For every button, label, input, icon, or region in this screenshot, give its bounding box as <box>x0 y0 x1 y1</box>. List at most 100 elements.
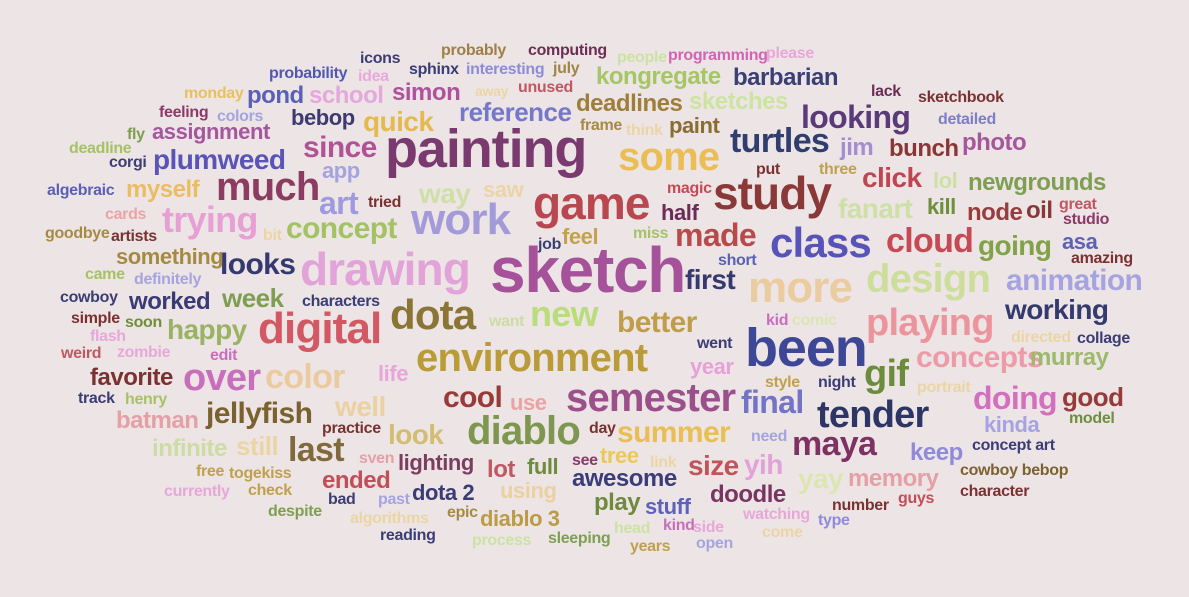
cloud-word: link <box>650 454 677 471</box>
cloud-word: tree <box>600 443 639 468</box>
cloud-word: node <box>967 199 1023 226</box>
cloud-word: new <box>530 293 599 334</box>
cloud-word: kinda <box>984 412 1040 437</box>
cloud-word: feeling <box>159 104 209 121</box>
cloud-word: dota <box>390 291 476 338</box>
cloud-word: epic <box>447 504 478 521</box>
cloud-word: watching <box>743 506 810 523</box>
cloud-word: corgi <box>109 154 147 171</box>
cloud-word: last <box>288 431 345 469</box>
cloud-word: past <box>378 491 410 508</box>
cloud-word: playing <box>866 302 994 344</box>
cloud-word: detailed <box>938 111 996 128</box>
cloud-word: year <box>690 354 734 379</box>
cloud-word: deadlines <box>576 90 683 117</box>
cloud-word: track <box>78 390 115 407</box>
cloud-word: using <box>500 478 557 503</box>
cloud-word: think <box>626 122 663 139</box>
cloud-word: over <box>183 357 261 399</box>
cloud-word: class <box>770 219 872 266</box>
cloud-word: sven <box>359 450 395 467</box>
cloud-word: cloud <box>886 222 974 260</box>
cloud-word: animation <box>1006 264 1143 297</box>
cloud-word: summer <box>617 416 731 449</box>
cloud-word: look <box>388 419 444 450</box>
cloud-word: edit <box>210 347 238 364</box>
cloud-word: assignment <box>152 119 270 144</box>
cloud-word: reading <box>380 527 436 544</box>
cloud-word: ended <box>322 467 391 494</box>
cloud-word: app <box>322 158 360 183</box>
cloud-word: algebraic <box>47 182 115 199</box>
cloud-word: kill <box>927 194 956 219</box>
cloud-word: batman <box>116 407 199 434</box>
cloud-word: head <box>614 520 651 537</box>
cloud-word: job <box>538 236 562 253</box>
cloud-word: definitely <box>134 271 202 288</box>
cloud-word: unused <box>518 79 573 96</box>
cloud-word: check <box>248 482 292 499</box>
cloud-word: myself <box>126 176 200 203</box>
cloud-word: plumweed <box>153 144 286 175</box>
cloud-word: environment <box>416 336 648 380</box>
cloud-word: jellyfish <box>206 397 313 430</box>
cloud-word: zombie <box>117 344 171 361</box>
cloud-word: need <box>751 428 788 445</box>
cloud-word: asa <box>1062 229 1098 254</box>
cloud-word: worked <box>129 288 211 315</box>
cloud-word: free <box>196 463 225 480</box>
cloud-word: more <box>748 263 853 312</box>
cloud-word: well <box>335 391 386 422</box>
cloud-word: short <box>718 252 757 269</box>
cloud-word: barbarian <box>733 64 839 91</box>
cloud-word: gif <box>864 353 909 395</box>
cloud-word: pond <box>247 82 304 109</box>
cloud-word: sphinx <box>409 61 459 78</box>
cloud-word: work <box>411 195 511 244</box>
cloud-word: drawing <box>300 243 471 295</box>
cloud-word: saw <box>483 177 524 202</box>
cloud-word: some <box>618 135 720 179</box>
cloud-word: diablo <box>467 409 581 453</box>
cloud-word: style <box>765 374 800 391</box>
cloud-word: favorite <box>90 364 173 391</box>
cloud-word: cowboy bebop <box>960 462 1069 479</box>
cloud-word: play <box>594 489 641 516</box>
cloud-word: flash <box>90 328 126 345</box>
cloud-word: model <box>1069 410 1115 427</box>
cloud-word: frame <box>580 117 622 134</box>
cloud-word: kongregate <box>596 63 721 90</box>
cloud-word: monday <box>184 85 244 102</box>
cloud-word: colors <box>217 108 264 125</box>
cloud-word: happy <box>167 314 247 345</box>
cloud-word: diablo 3 <box>480 506 560 531</box>
cloud-word: kind <box>663 517 695 534</box>
cloud-word: please <box>766 45 814 62</box>
cloud-word: bad <box>328 491 356 508</box>
cloud-word: concepts <box>916 341 1044 374</box>
cloud-word: open <box>696 535 733 552</box>
cloud-word: memory <box>848 465 939 492</box>
cloud-word: soon <box>125 314 162 331</box>
cloud-word: lot <box>487 456 515 483</box>
cloud-word: see <box>572 452 598 469</box>
cloud-word: made <box>675 217 757 253</box>
cloud-word: weird <box>61 345 102 362</box>
cloud-word: quick <box>363 106 434 137</box>
cloud-word: computing <box>528 42 607 59</box>
cloud-word: artists <box>111 228 157 245</box>
cloud-word: magic <box>667 180 712 197</box>
cloud-word: guys <box>898 490 935 507</box>
cloud-word: going <box>978 230 1052 261</box>
cloud-word: game <box>533 177 650 229</box>
cloud-word: working <box>1005 294 1109 325</box>
cloud-word: character <box>960 483 1030 500</box>
cloud-word: side <box>693 519 724 536</box>
cloud-word: something <box>116 244 224 269</box>
cloud-word: lighting <box>398 450 474 475</box>
cloud-word: portrait <box>917 379 971 396</box>
cloud-word: collage <box>1077 330 1130 347</box>
cloud-word: sketchbook <box>918 89 1004 106</box>
cloud-word: feel <box>562 224 599 249</box>
